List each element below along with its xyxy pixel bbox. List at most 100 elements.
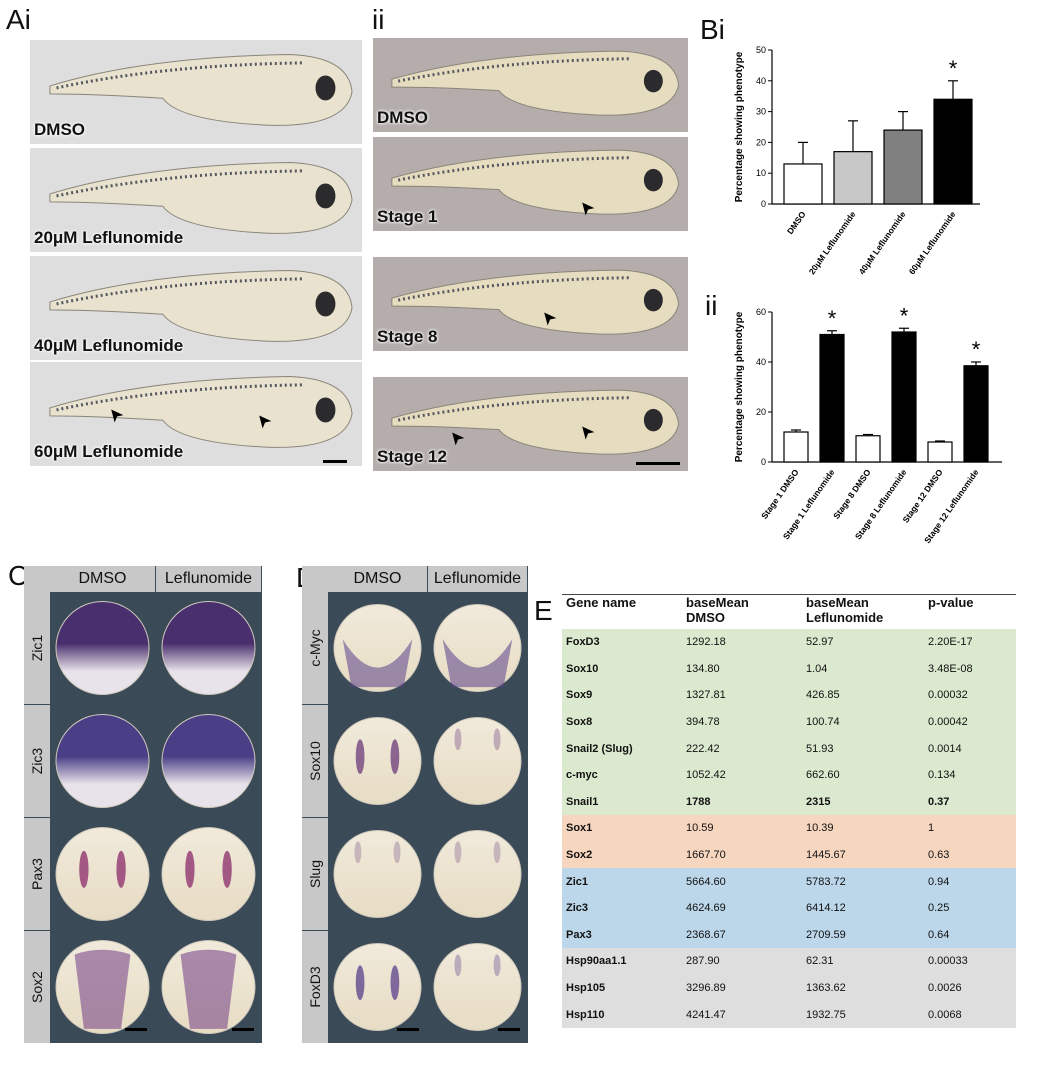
tadpole-panel: 40μM Leflunomide xyxy=(30,256,362,360)
embryo-image xyxy=(156,705,261,817)
y-tick-label: 0 xyxy=(761,457,766,467)
tadpole-label: DMSO xyxy=(377,108,428,127)
cell-basemean-leflunomide: 2709.59 xyxy=(802,921,924,949)
row-label: Sox10 xyxy=(307,741,323,781)
y-tick-label: 30 xyxy=(756,107,766,117)
row-label-cell: c-Myc xyxy=(302,592,328,704)
embryo-image xyxy=(50,592,155,704)
embryo-image xyxy=(50,818,155,930)
cell-gene-name: Pax3 xyxy=(562,921,682,949)
panel-label-bi: Bi xyxy=(700,14,725,45)
table-row: Sox2 1667.70 1445.67 0.63 xyxy=(562,841,1016,869)
embryo-cell xyxy=(156,931,261,1043)
x-category-label: Stage 1 DMSO xyxy=(759,467,801,521)
embryo-image xyxy=(428,705,527,817)
cell-basemean-leflunomide: 100.74 xyxy=(802,708,924,736)
cell-basemean-dmso: 2368.67 xyxy=(682,921,802,949)
cell-p-value: 1 xyxy=(924,815,1016,842)
cell-basemean-leflunomide: 5783.72 xyxy=(802,868,924,895)
y-tick-label: 50 xyxy=(756,45,766,55)
scale-bar xyxy=(323,460,347,463)
y-tick-label: 20 xyxy=(756,407,766,417)
scale-bar xyxy=(125,1028,147,1031)
cell-gene-name: Zic1 xyxy=(562,868,682,895)
cell-p-value: 0.64 xyxy=(924,921,1016,949)
embryo-cell xyxy=(328,592,427,704)
bar xyxy=(855,435,881,463)
cell-p-value: 0.0026 xyxy=(924,974,1016,1002)
cell-gene-name: Sox8 xyxy=(562,708,682,736)
column-header: DMSO xyxy=(50,566,155,592)
embryo-image xyxy=(156,931,261,1043)
tadpole-panel: DMSO xyxy=(30,40,362,144)
cell-p-value: 0.37 xyxy=(924,788,1016,816)
tadpole-panel: 60μM Leflunomide ➤ ➤ xyxy=(30,362,362,466)
cell-basemean-leflunomide: 662.60 xyxy=(802,761,924,789)
cell-p-value: 2.20E-17 xyxy=(924,629,1016,656)
tadpole-label: DMSO xyxy=(34,120,85,139)
embryo-cell xyxy=(428,705,527,817)
tadpole-panel: Stage 12 ➤ ➤ xyxy=(373,377,688,471)
cell-basemean-dmso: 10.59 xyxy=(682,815,802,842)
table-row: Sox8 394.78 100.74 0.00042 xyxy=(562,708,1016,736)
cell-gene-name: Snail2 (Slug) xyxy=(562,735,682,762)
bar xyxy=(833,151,873,205)
row-label-cell: Sox2 xyxy=(24,931,50,1043)
cell-basemean-dmso: 1327.81 xyxy=(682,682,802,709)
x-category-label: Stage 8 DMSO xyxy=(831,467,873,521)
tadpole-image xyxy=(373,137,688,231)
x-category-label: 60μM Leflunomide xyxy=(907,209,958,276)
cell-p-value: 0.00033 xyxy=(924,948,1016,975)
embryo-image xyxy=(156,818,261,930)
cell-basemean-dmso: 1788 xyxy=(682,788,802,816)
table-row: Sox1 10.59 10.39 1 xyxy=(562,815,1016,842)
embryo-image xyxy=(156,592,261,704)
y-axis-label: Percentage showing phenotype xyxy=(734,311,745,462)
cell-p-value: 0.25 xyxy=(924,894,1016,922)
table-row: Hsp110 4241.47 1932.75 0.0068 xyxy=(562,1001,1016,1028)
cell-p-value: 0.00032 xyxy=(924,682,1016,709)
embryo-cell xyxy=(428,931,527,1043)
cell-basemean-leflunomide: 6414.12 xyxy=(802,894,924,922)
tadpole-image xyxy=(30,148,362,252)
scale-bar xyxy=(232,1028,254,1031)
panel-label-e: E xyxy=(534,595,553,626)
tadpole-image xyxy=(30,256,362,360)
embryo-image xyxy=(328,931,427,1043)
cell-basemean-dmso: 1667.70 xyxy=(682,841,802,869)
bar xyxy=(927,441,953,463)
significance-star: * xyxy=(972,337,981,362)
row-label-cell: Slug xyxy=(302,818,328,930)
embryo-cell xyxy=(156,705,261,817)
table-row: Hsp105 3296.89 1363.62 0.0026 xyxy=(562,974,1016,1002)
y-tick-label: 20 xyxy=(756,137,766,147)
row-label: Slug xyxy=(307,859,323,889)
cell-basemean-dmso: 4241.47 xyxy=(682,1001,802,1028)
bar xyxy=(783,163,823,205)
table-row: Snail2 (Slug) 222.42 51.93 0.0014 xyxy=(562,735,1016,762)
cell-gene-name: Sox2 xyxy=(562,841,682,869)
cell-basemean-leflunomide: 1.04 xyxy=(802,655,924,683)
gene-table-container: Gene name baseMean DMSO baseMean Lefluno… xyxy=(562,594,1016,1028)
cell-basemean-dmso: 1292.18 xyxy=(682,629,802,656)
embryo-image xyxy=(328,705,427,817)
scale-bar xyxy=(498,1028,520,1031)
cell-gene-name: Sox9 xyxy=(562,682,682,709)
tadpole-label: Stage 12 xyxy=(377,447,447,466)
tadpole-image xyxy=(30,362,362,466)
panel-label-aii: ii xyxy=(372,4,385,35)
cell-basemean-leflunomide: 2315 xyxy=(802,788,924,816)
x-category-label: 20μM Leflunomide xyxy=(807,209,858,276)
scale-bar xyxy=(636,462,680,465)
bar xyxy=(933,98,973,205)
row-label: c-Myc xyxy=(307,629,323,667)
tadpole-label: 40μM Leflunomide xyxy=(34,336,184,355)
tadpole-label: Stage 8 xyxy=(377,327,438,346)
embryo-cell xyxy=(50,818,155,930)
column-header: Leflunomide xyxy=(156,566,261,592)
cell-basemean-leflunomide: 1932.75 xyxy=(802,1001,924,1028)
row-label-cell: Sox10 xyxy=(302,705,328,817)
panel-label-bii: ii xyxy=(705,290,718,321)
embryo-image xyxy=(428,592,527,704)
embryo-image xyxy=(328,818,427,930)
